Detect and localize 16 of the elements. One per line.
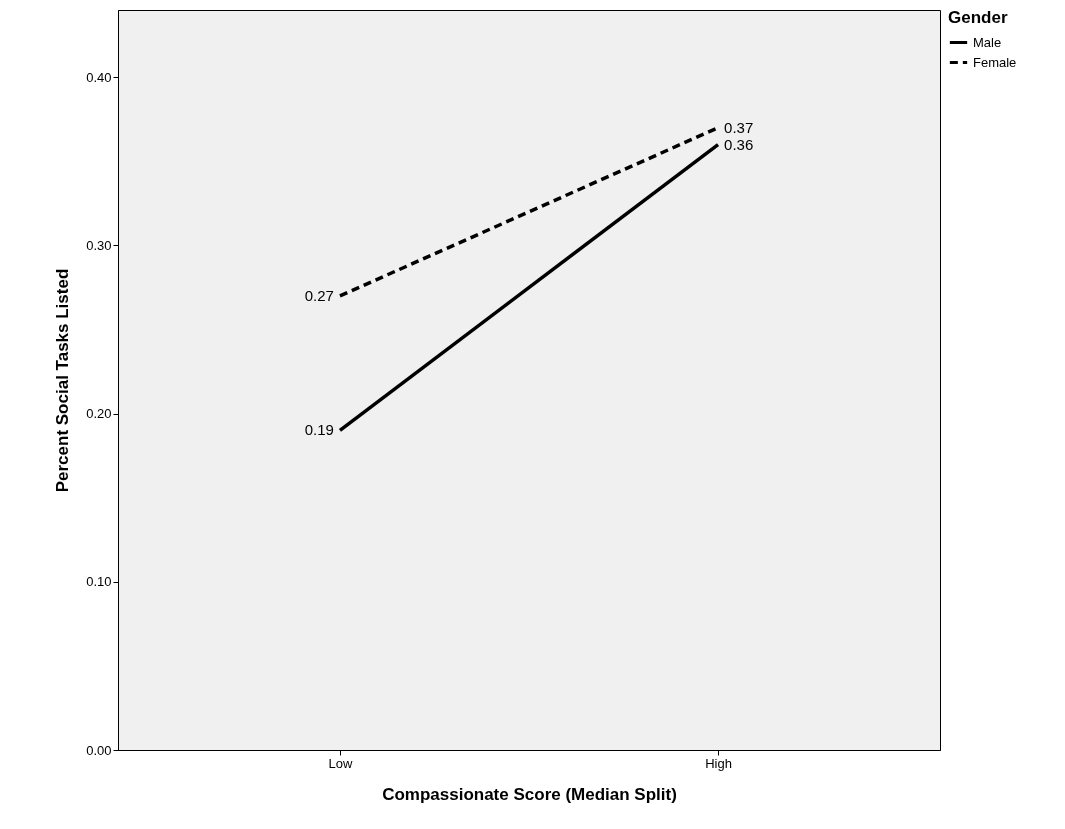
legend-label: Male — [973, 34, 1002, 50]
x-tick-label: High — [705, 755, 732, 771]
legend-title: Gender — [948, 8, 1008, 27]
x-tick-label: Low — [328, 755, 353, 771]
data-label: 0.19 — [304, 421, 334, 439]
y-tick-label: 0.20 — [86, 406, 112, 422]
data-label: 0.36 — [724, 135, 754, 153]
legend-label: Female — [973, 54, 1017, 70]
y-axis-title: Percent Social Tasks Listed — [53, 268, 73, 493]
y-tick-label: 0.30 — [86, 237, 112, 253]
data-label: 0.37 — [724, 118, 754, 136]
y-tick-label: 0.40 — [86, 69, 112, 85]
y-tick-label: 0.00 — [86, 742, 112, 758]
x-axis-title: Compassionate Score (Median Split) — [382, 784, 677, 804]
y-tick-label: 0.10 — [86, 574, 112, 590]
data-label: 0.27 — [304, 286, 334, 304]
